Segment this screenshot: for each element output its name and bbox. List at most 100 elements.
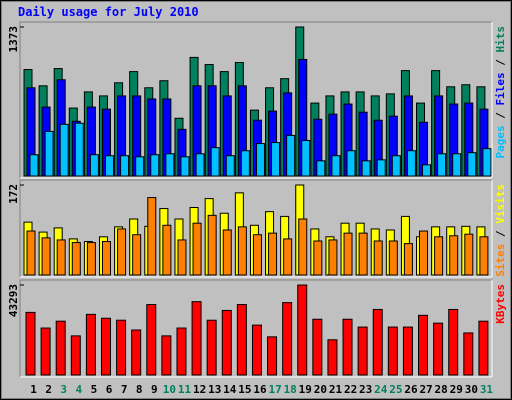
bar <box>255 143 265 177</box>
x-tick-label: 21 <box>329 383 343 396</box>
y-tick-label: 1373 <box>7 26 20 53</box>
bar <box>180 156 190 177</box>
bar <box>372 308 383 376</box>
bar <box>161 335 172 376</box>
bar <box>55 320 66 376</box>
bar <box>327 339 338 376</box>
bar <box>176 327 187 376</box>
x-tick-label: 28 <box>435 383 448 396</box>
bar <box>86 242 96 276</box>
chart-title: Daily usage for July 2010 <box>18 5 199 19</box>
bar <box>361 160 371 177</box>
bar <box>301 140 311 177</box>
legend: Sites / Visits <box>494 184 507 277</box>
bar <box>210 147 220 177</box>
bar <box>100 317 111 376</box>
bar <box>268 232 278 276</box>
bar <box>206 319 217 376</box>
bar <box>331 155 341 177</box>
x-tick-label: 5 <box>91 383 98 396</box>
bar <box>44 130 54 177</box>
bar <box>316 160 326 177</box>
bar <box>104 155 114 177</box>
bar <box>478 320 489 376</box>
legend: KBytes <box>494 284 507 324</box>
bar <box>74 122 84 177</box>
x-tick-label: 14 <box>223 383 237 396</box>
bar <box>283 238 293 276</box>
bar <box>422 164 432 177</box>
x-tick-label: 27 <box>419 383 432 396</box>
bar <box>357 326 368 376</box>
bar <box>221 309 232 376</box>
bar <box>433 322 444 376</box>
x-tick-label: 26 <box>404 383 418 396</box>
legend-separator: / <box>494 53 507 73</box>
bar <box>418 314 429 376</box>
legend-entry: Pages <box>494 125 507 158</box>
x-tick-label: 4 <box>76 383 83 396</box>
x-tick-label: 24 <box>374 383 388 396</box>
bar <box>116 319 127 376</box>
bar <box>437 153 447 177</box>
bar <box>25 311 36 376</box>
legend-entry: Visits <box>494 184 507 224</box>
x-tick-label: 12 <box>193 383 206 396</box>
bar <box>89 154 99 177</box>
bar <box>403 243 413 276</box>
y-tick-label: 172 <box>7 184 20 204</box>
bar <box>267 336 278 376</box>
bar <box>373 240 383 276</box>
bar <box>406 150 416 177</box>
legend-entry: Files <box>494 72 507 105</box>
y-tick-label: 43293 <box>7 284 20 317</box>
bar <box>419 230 429 276</box>
x-tick-label: 15 <box>238 383 251 396</box>
bar <box>225 155 235 177</box>
bar <box>328 239 338 276</box>
bar <box>147 197 157 276</box>
x-tick-label: 3 <box>60 383 67 396</box>
bar <box>387 326 398 376</box>
x-tick-label: 17 <box>268 383 281 396</box>
bar <box>240 150 250 177</box>
x-tick-label: 22 <box>344 383 357 396</box>
bar <box>452 153 462 177</box>
bar <box>297 284 308 376</box>
bar <box>222 229 232 276</box>
bar <box>313 240 323 276</box>
bar <box>464 233 474 276</box>
bar <box>117 228 127 276</box>
bar <box>358 232 368 276</box>
x-tick-label: 1 <box>30 383 37 396</box>
bar <box>207 214 217 276</box>
legend-separator: / <box>494 224 507 244</box>
x-tick-label: 25 <box>389 383 402 396</box>
bar <box>463 332 474 376</box>
x-tick-label: 10 <box>163 383 176 396</box>
x-tick-label: 23 <box>359 383 372 396</box>
legend-entry: Sites <box>494 244 507 277</box>
bar <box>449 235 459 276</box>
bar <box>479 236 489 276</box>
bar <box>402 326 413 376</box>
legend-entry: KBytes <box>494 284 507 324</box>
x-tick-label: 11 <box>178 383 192 396</box>
bar <box>482 148 492 177</box>
bar <box>237 226 247 276</box>
bar <box>448 308 459 376</box>
legend-entry: Hits <box>494 26 507 53</box>
bar <box>236 304 247 376</box>
x-tick-label: 18 <box>284 383 297 396</box>
x-tick-label: 7 <box>121 383 128 396</box>
bar <box>192 222 202 276</box>
x-tick-label: 29 <box>450 383 463 396</box>
bar <box>312 318 323 376</box>
bar <box>177 239 187 276</box>
bar <box>376 159 386 177</box>
bar <box>191 301 202 376</box>
bar <box>101 241 111 276</box>
bar <box>131 329 142 376</box>
bar <box>271 142 281 177</box>
